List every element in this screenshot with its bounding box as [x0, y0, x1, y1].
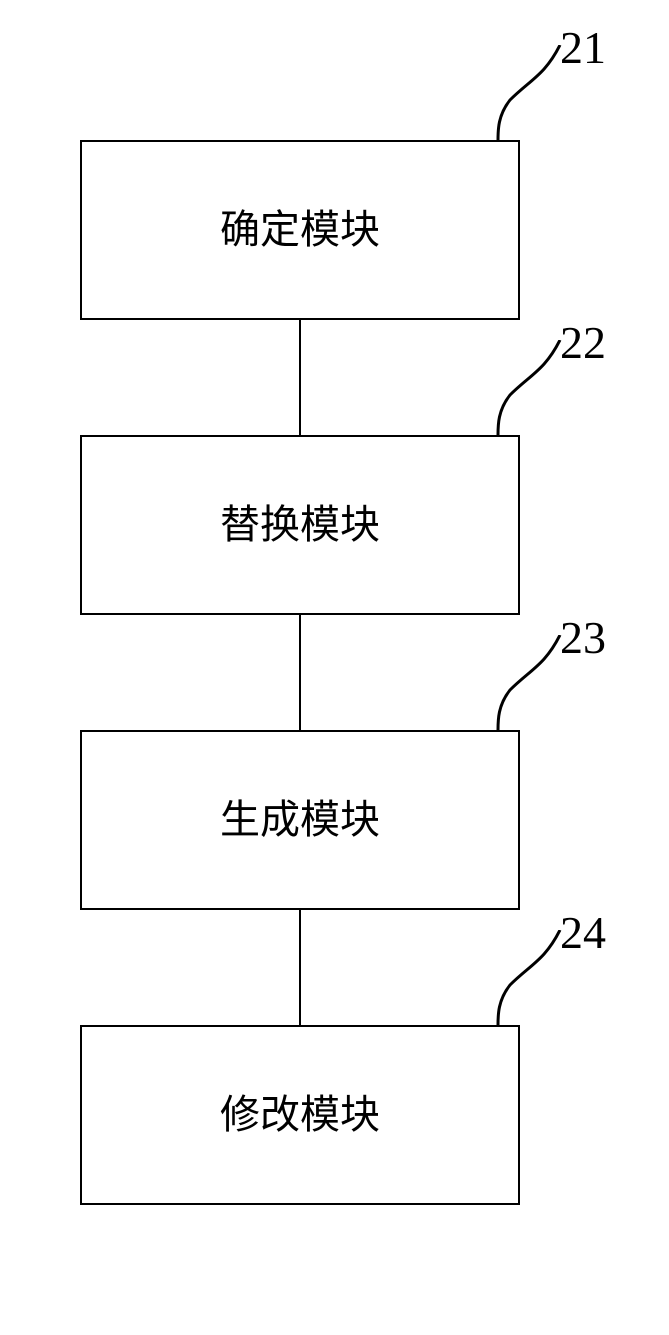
edge-23-24 — [299, 910, 301, 1025]
node-label: 修改模块 — [220, 1095, 380, 1135]
node-label: 确定模块 — [220, 210, 380, 250]
node-label: 替换模块 — [220, 505, 380, 545]
node-modify-module: 修改模块 — [80, 1025, 520, 1205]
node-determine-module: 确定模块 — [80, 140, 520, 320]
edge-21-22 — [299, 320, 301, 435]
node-replace-module: 替换模块 — [80, 435, 520, 615]
diagram-canvas: 21 确定模块 22 替换模块 23 生成模块 24 修改模块 — [0, 0, 669, 1335]
edge-22-23 — [299, 615, 301, 730]
node-label: 生成模块 — [220, 800, 380, 840]
node-generate-module: 生成模块 — [80, 730, 520, 910]
